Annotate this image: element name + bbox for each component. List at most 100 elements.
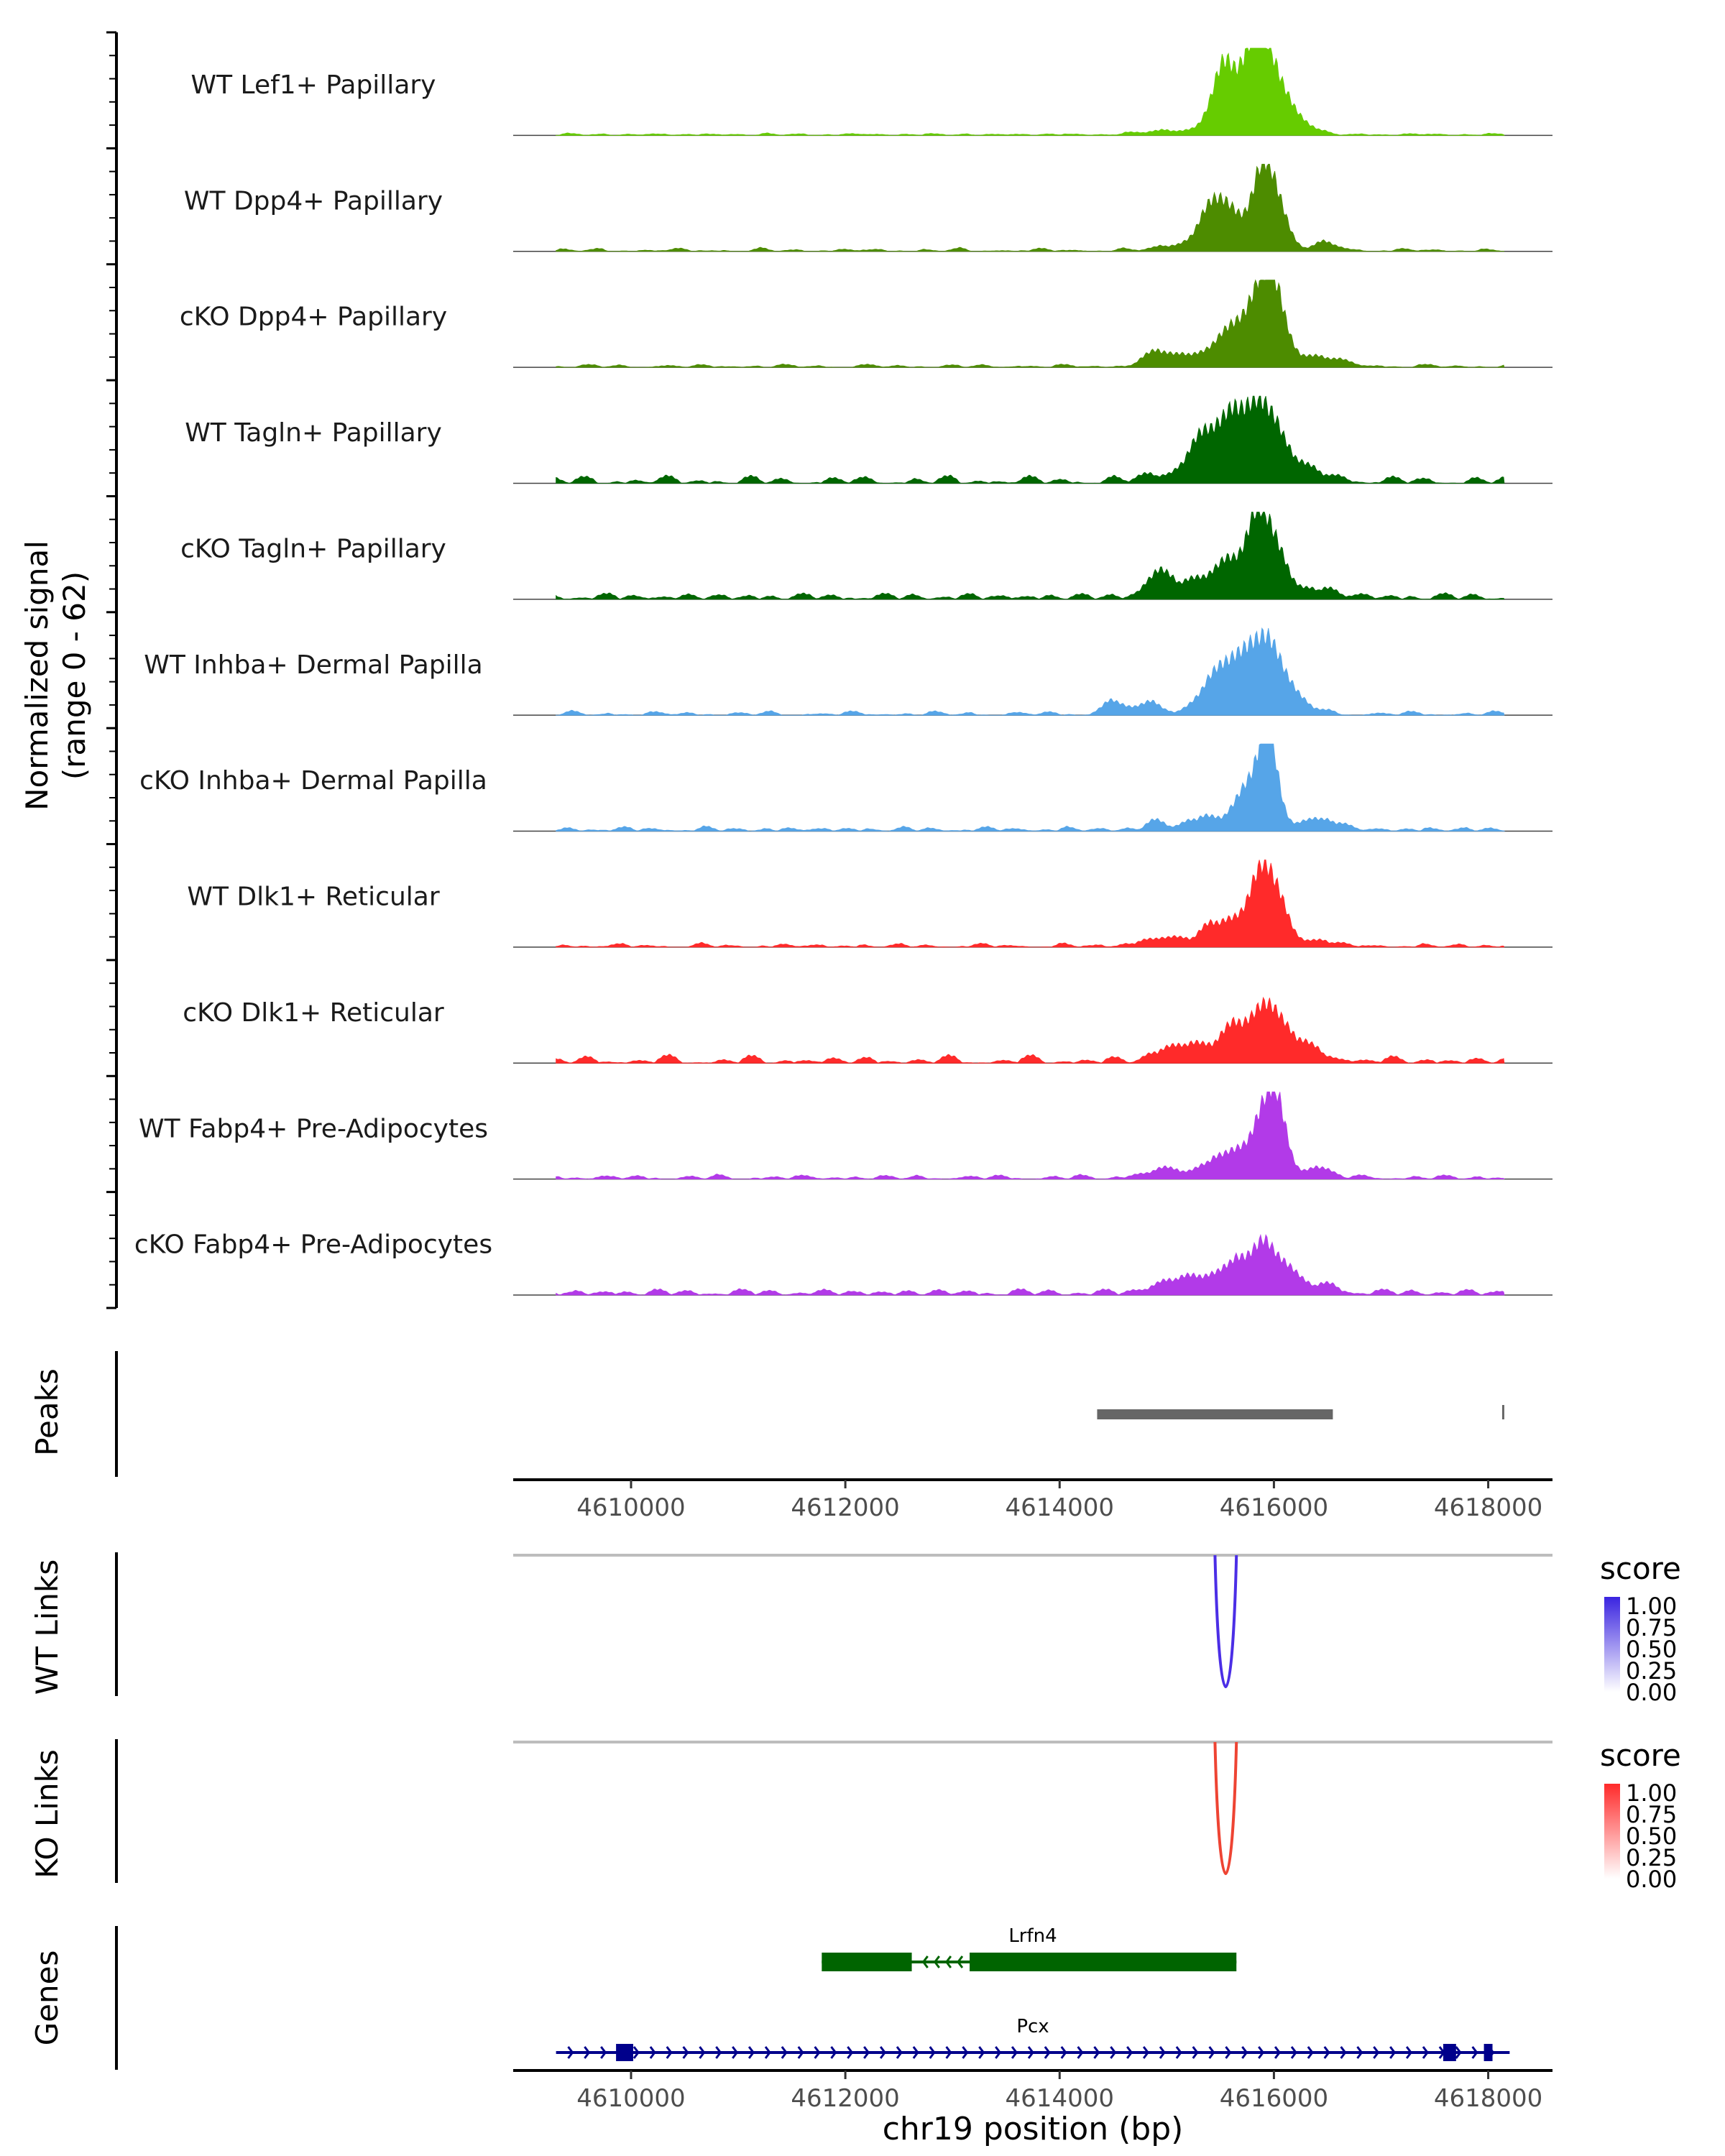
link-arc	[1213, 1554, 1238, 1688]
strand-chevron	[1225, 2046, 1232, 2059]
strand-chevron	[863, 2046, 870, 2059]
coverage-track-11: cKO Fabp4+ Pre-Adipocytes	[134, 1230, 1552, 1296]
x-axis-tick-label: 4612000	[791, 1493, 899, 1522]
strand-chevron	[847, 2046, 854, 2059]
legend-title: score	[1600, 1551, 1681, 1586]
strand-chevron	[1471, 2046, 1478, 2059]
strand-chevron	[1323, 2046, 1330, 2059]
strand-chevron	[781, 2046, 788, 2059]
strand-chevron	[600, 2046, 607, 2059]
strand-chevron	[929, 2046, 936, 2059]
coverage-signal-area	[556, 743, 1506, 831]
coverage-signal-area	[556, 1091, 1505, 1180]
legend-title: score	[1600, 1738, 1681, 1773]
gene-name-label: Lrfn4	[1008, 1925, 1057, 1947]
strand-chevron	[1389, 2046, 1397, 2059]
legend-tick-label: 0.75	[1626, 1801, 1677, 1828]
gene-pcx: Pcx	[556, 2016, 1510, 2061]
coverage-y-label: Normalized signal	[19, 540, 55, 811]
strand-chevron	[1126, 2046, 1133, 2059]
coverage-panel: Normalized signal (range 0 - 62) WT Lef1…	[19, 31, 1552, 1309]
strand-chevron	[1142, 2046, 1149, 2059]
coverage-track-4: WT Tagln+ Papillary	[185, 395, 1552, 484]
legend-tick-label: 0.50	[1626, 1823, 1677, 1850]
coverage-signal-area	[556, 1233, 1505, 1296]
legend-tick-label: 0.75	[1626, 1614, 1677, 1641]
strand-chevron	[912, 2046, 919, 2059]
strand-chevron	[1110, 2046, 1117, 2059]
gene-name-label: Pcx	[1016, 2016, 1049, 2037]
strand-chevron	[584, 2046, 591, 2059]
coverage-signal-area	[556, 512, 1505, 600]
strand-chevron	[957, 1955, 964, 1968]
x-axis-tick-label: 4618000	[1434, 2084, 1542, 2113]
legend-tick-label: 1.00	[1626, 1779, 1677, 1807]
strand-chevron	[1208, 2046, 1215, 2059]
strand-chevron	[933, 1955, 940, 1968]
coverage-signal-area	[556, 860, 1505, 948]
coverage-track-label: WT Dpp4+ Papillary	[184, 186, 443, 216]
peaks-x-axis-ticks: 4610000 4612000 4614000 4616000 4618000	[576, 1480, 1542, 1522]
genes-track-label: Genes	[29, 1950, 65, 2046]
strand-chevron	[995, 2046, 1002, 2059]
coverage-track-8: WT Dlk1+ Reticular	[187, 860, 1552, 948]
x-axis-tick-label: 4614000	[1006, 2084, 1114, 2113]
legend-tick-label: 0.50	[1626, 1636, 1677, 1663]
strand-chevron	[1175, 2046, 1182, 2059]
coverage-track-label: WT Tagln+ Papillary	[185, 418, 442, 448]
strand-chevron	[715, 2046, 722, 2059]
coverage-signal-area	[556, 279, 1505, 368]
legend-tick-label: 0.25	[1626, 1844, 1677, 1871]
link-track-label: KO Links	[29, 1749, 65, 1879]
coverage-track-10: WT Fabp4+ Pre-Adipocytes	[139, 1091, 1552, 1180]
strand-chevron	[921, 1955, 929, 1968]
coverage-signal-area	[556, 47, 1505, 136]
coverage-track-6: WT Inhba+ Dermal Papilla	[144, 627, 1552, 716]
x-axis-tick-label: 4616000	[1220, 1493, 1328, 1522]
strand-chevron	[1356, 2046, 1363, 2059]
coverage-y-range-label: (range 0 - 62)	[57, 571, 92, 780]
strand-chevron	[1422, 2046, 1429, 2059]
gene-exon	[970, 1953, 1237, 1971]
coverage-track-2: WT Dpp4+ Papillary	[184, 164, 1552, 252]
strand-chevron	[1192, 2046, 1199, 2059]
strand-chevron	[830, 2046, 837, 2059]
strand-chevron	[567, 2046, 574, 2059]
strand-chevron	[1307, 2046, 1314, 2059]
coverage-signal-area	[556, 627, 1505, 716]
strand-chevron	[1274, 2046, 1281, 2059]
legend-colorbar	[1604, 1597, 1620, 1692]
strand-chevron	[1159, 2046, 1166, 2059]
coverage-signal-area	[556, 395, 1505, 484]
coverage-track-9: cKO Dlk1+ Reticular	[183, 996, 1552, 1064]
coverage-track-label: cKO Tagln+ Papillary	[180, 534, 446, 563]
strand-chevron	[682, 2046, 689, 2059]
strand-chevron	[1093, 2046, 1100, 2059]
gene-exon	[1443, 2044, 1456, 2061]
strand-chevron	[944, 1955, 952, 1968]
gene-exon	[616, 2044, 633, 2061]
x-axis-tick-label: 4616000	[1220, 2084, 1328, 2113]
strand-chevron	[632, 2046, 640, 2059]
coverage-track-7: cKO Inhba+ Dermal Papilla	[139, 743, 1552, 832]
coverage-signal-area	[556, 996, 1505, 1064]
coverage-track-label: cKO Dlk1+ Reticular	[183, 998, 444, 1028]
legend-tick-label: 1.00	[1626, 1593, 1677, 1620]
strand-chevron	[1340, 2046, 1347, 2059]
gene-lrfn4: Lrfn4	[822, 1925, 1237, 1971]
strand-chevron	[1011, 2046, 1018, 2059]
gene-exon	[822, 1953, 912, 1971]
x-axis-tick-label: 4618000	[1434, 1493, 1542, 1522]
strand-chevron	[1455, 2046, 1462, 2059]
strand-chevron	[962, 2046, 969, 2059]
link-arc	[1213, 1741, 1238, 1875]
legend-tick-label: 0.00	[1626, 1866, 1677, 1893]
legend-tick-label: 0.00	[1626, 1679, 1677, 1706]
legend-tick-label: 0.25	[1626, 1657, 1677, 1685]
strand-chevron	[666, 2046, 673, 2059]
coverage-track-label: WT Inhba+ Dermal Papilla	[144, 650, 482, 680]
strand-chevron	[1373, 2046, 1380, 2059]
strand-chevron	[879, 2046, 887, 2059]
peaks-track-label: Peaks	[29, 1368, 65, 1456]
strand-chevron	[1027, 2046, 1034, 2059]
